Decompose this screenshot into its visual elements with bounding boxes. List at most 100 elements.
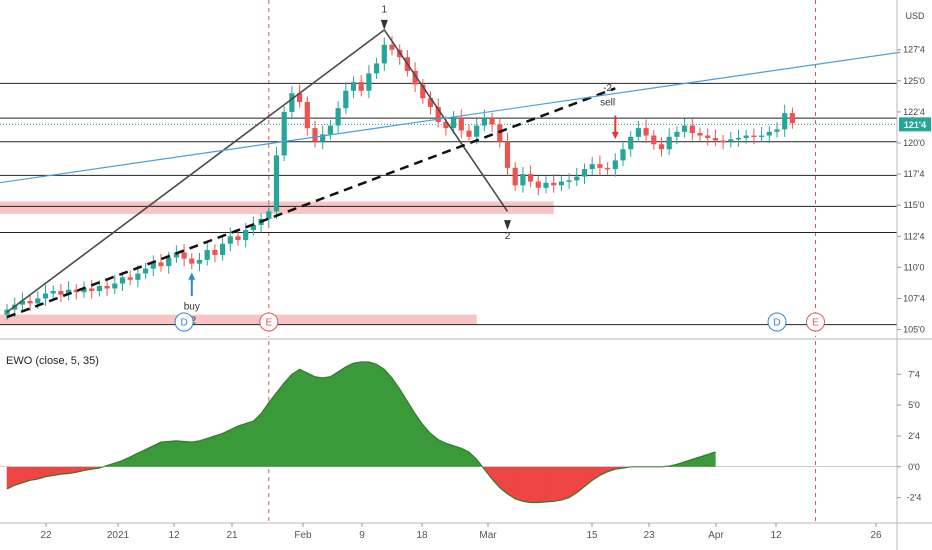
ewo-area-segment	[268, 392, 277, 468]
candle	[58, 290, 64, 295]
candle	[712, 138, 718, 141]
candle	[782, 113, 788, 130]
ewo-area-segment	[545, 466, 554, 503]
sell-arrow-icon	[611, 115, 619, 140]
candle	[173, 252, 179, 258]
candle	[358, 82, 364, 91]
candle	[181, 252, 187, 259]
y-tick-label: 112'4	[903, 231, 924, 241]
ewo-y-tick-label: 2'4	[908, 431, 920, 441]
candle	[728, 139, 734, 142]
candle	[50, 290, 56, 294]
candle	[528, 174, 534, 182]
candle	[589, 164, 595, 170]
y-tick-label: 120'0	[903, 138, 925, 148]
candle	[458, 118, 464, 131]
candle	[235, 236, 241, 241]
ewo-area-segment	[353, 361, 362, 468]
candle	[504, 141, 511, 168]
candle	[135, 273, 141, 280]
candle	[427, 98, 434, 107]
candle	[381, 44, 387, 64]
ewo-area-segment	[14, 466, 23, 486]
pivot-2-marker	[504, 220, 511, 231]
candle	[281, 111, 287, 156]
candle	[574, 176, 580, 181]
x-tick-label: 26	[870, 530, 882, 541]
last-price-text: 121'4	[904, 120, 926, 130]
candle	[789, 113, 795, 124]
ewo-area-segment	[322, 376, 331, 468]
candle	[220, 243, 226, 255]
ewo-area-segment	[245, 420, 254, 468]
candle	[350, 82, 357, 91]
event-marker-label: D	[773, 318, 780, 329]
ewo-area-segment	[360, 361, 370, 468]
ewo-y-tick-label: 7'4	[908, 369, 920, 379]
ewo-area-segment	[160, 441, 169, 468]
candle	[89, 288, 95, 291]
candle	[35, 298, 41, 304]
ewo-area-segment	[330, 371, 339, 468]
candle	[543, 182, 549, 188]
candle	[166, 257, 172, 267]
indicator-title: EWO (close, 5, 35)	[6, 355, 99, 367]
x-tick-label: Mar	[479, 530, 497, 541]
x-tick-label: 23	[643, 530, 655, 541]
candle	[481, 118, 487, 126]
candle	[27, 300, 33, 304]
candle	[612, 160, 618, 170]
ewo-area-segment	[538, 466, 547, 503]
ewo-area-segment	[337, 366, 347, 468]
y-tick-label: 127'4	[903, 45, 925, 55]
ewo-y-tick-label: -2'4	[907, 493, 922, 503]
last-price-tag	[899, 117, 931, 132]
candle	[189, 258, 195, 264]
candle	[705, 135, 711, 139]
candle	[366, 73, 372, 91]
candle	[666, 136, 672, 150]
ewo-area-segment	[445, 442, 454, 468]
x-tick-label: 9	[359, 530, 365, 541]
candle	[774, 129, 780, 132]
candle	[327, 125, 333, 135]
x-tick-label: 18	[416, 530, 428, 541]
candle	[643, 128, 649, 136]
candle	[127, 277, 133, 280]
ewo-area-segment	[199, 438, 208, 468]
ewo-indicator-pane[interactable]	[0, 341, 897, 521]
candle	[312, 128, 318, 142]
candle	[466, 130, 472, 137]
annotation-label: -2	[603, 83, 612, 94]
x-tick-label: 12	[168, 530, 180, 541]
candle	[605, 167, 611, 170]
ewo-area-segment	[299, 368, 308, 468]
ewo-area-segment	[376, 363, 385, 468]
candle	[335, 108, 341, 126]
candle	[581, 169, 588, 177]
candle	[635, 128, 641, 137]
candle	[42, 293, 49, 299]
x-tick-label: 22	[40, 530, 52, 541]
candle	[150, 262, 156, 269]
ewo-area-segment	[29, 466, 39, 481]
ewo-area-segment	[214, 433, 223, 468]
event-marker-label: E	[265, 318, 272, 329]
event-marker-1	[259, 312, 279, 332]
annotation-label: 1	[382, 4, 388, 15]
currency-label: USD	[905, 11, 925, 21]
candle	[81, 288, 87, 293]
y-tick-label: 105'0	[903, 325, 925, 335]
candle	[674, 131, 680, 137]
candle	[412, 70, 418, 85]
candle	[520, 174, 526, 186]
annotation-label: 2	[505, 231, 511, 242]
candle	[212, 249, 218, 255]
candle	[474, 125, 480, 137]
ewo-area-segment	[237, 423, 246, 468]
ewo-area-segment	[522, 466, 531, 503]
x-tick-label: 21	[226, 530, 238, 541]
